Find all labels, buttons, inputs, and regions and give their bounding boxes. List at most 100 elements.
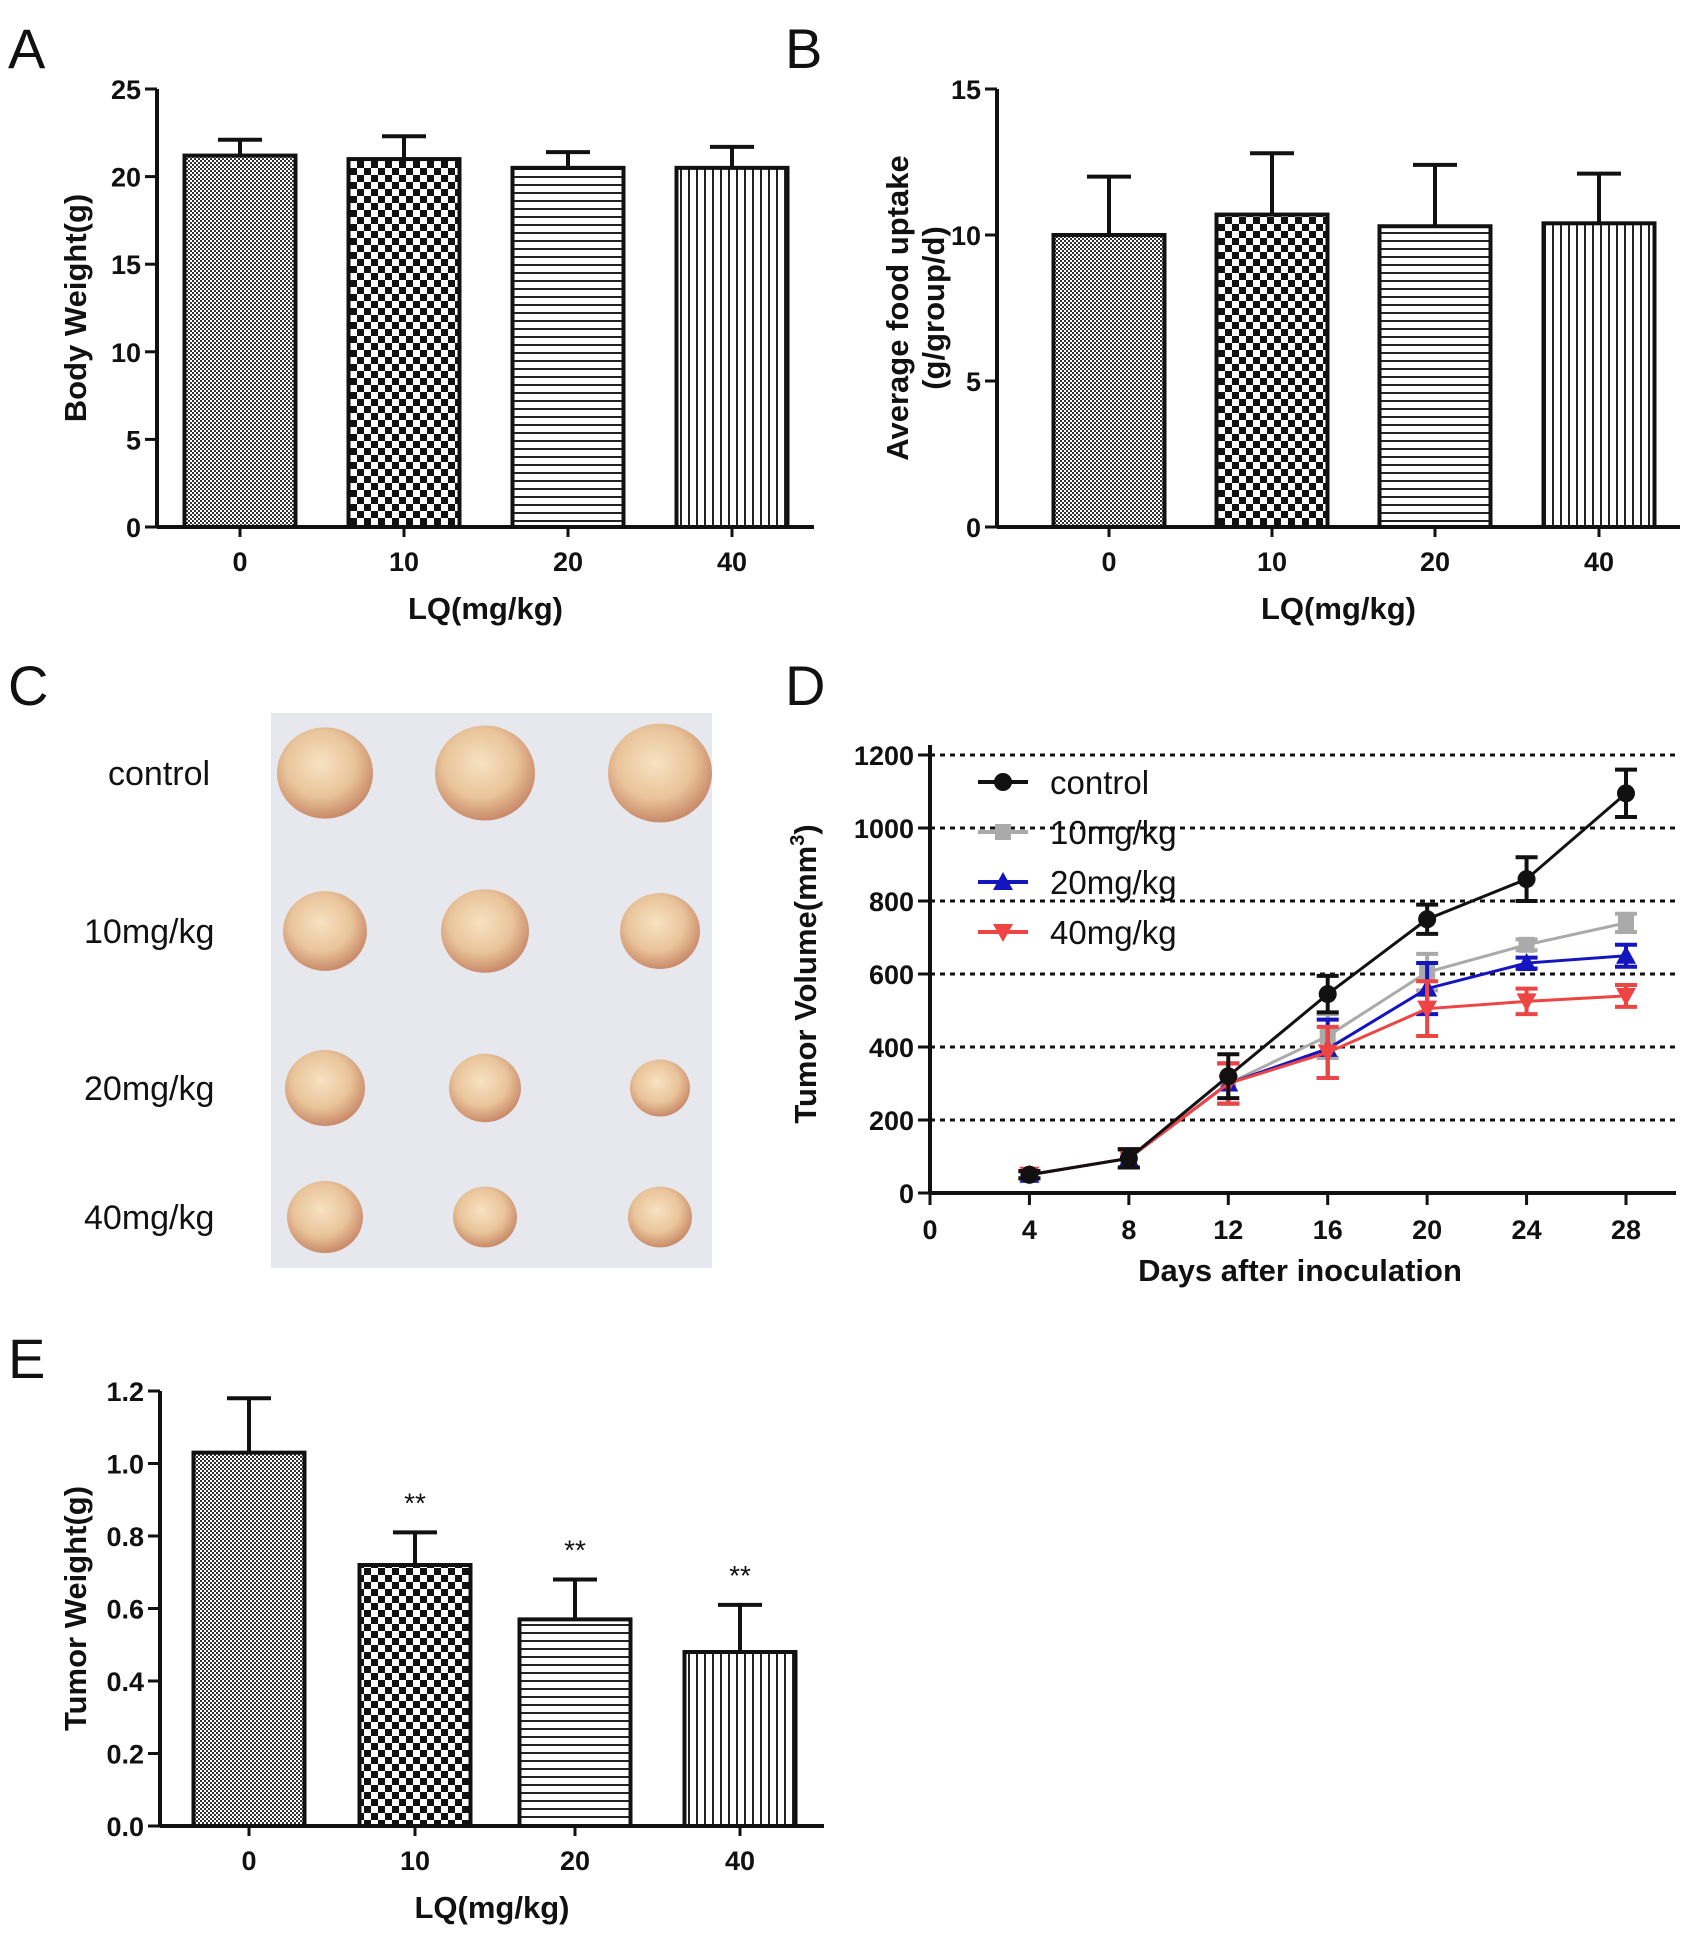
y-axis-title-end: ) (788, 824, 823, 834)
y-axis-title-line2: (g/group/d) (916, 226, 951, 390)
significance-label: ** (404, 1487, 426, 1518)
x-tick-label: 12 (1213, 1215, 1243, 1245)
y-tick-label: 200 (869, 1106, 914, 1136)
y-tick-label: 20 (111, 163, 141, 193)
x-tick-label: 40 (725, 1846, 755, 1876)
bar (510, 165, 626, 529)
tumor-photo: control 10mg/kg 20mg/kg 40mg/kg (84, 713, 712, 1268)
y-tick-label: 400 (869, 1033, 914, 1063)
bar (1051, 233, 1167, 529)
x-axis-title: Days after inoculation (1138, 1253, 1462, 1288)
tumor (277, 727, 373, 819)
panel-label-e: E (8, 1327, 45, 1390)
panel-label-d: D (785, 654, 825, 717)
significance-label: ** (564, 1535, 586, 1566)
tumor (435, 725, 535, 821)
x-tick-label: 0 (1101, 547, 1116, 577)
bar (1377, 224, 1493, 530)
y-tick-label: 15 (111, 250, 141, 280)
y-tick-label: 1000 (854, 814, 914, 844)
bar (517, 1617, 633, 1828)
tumor (285, 1050, 365, 1126)
marker-circle (1020, 1165, 1039, 1184)
legend-item: 40mg/kg (978, 914, 1177, 951)
y-tick-label: 0.4 (106, 1667, 144, 1697)
marker-triangle-up (1516, 953, 1537, 972)
legend-label: 20mg/kg (1050, 864, 1177, 901)
x-tick-label: 10 (400, 1846, 430, 1876)
legend-item: control (978, 764, 1149, 801)
y-tick-label: 1.0 (106, 1450, 144, 1480)
legend-item: 10mg/kg (978, 814, 1177, 851)
marker-triangle-up (993, 872, 1013, 890)
tumor (630, 1059, 690, 1117)
y-tick-label: 0 (966, 513, 981, 543)
marker-triangle-up (1616, 945, 1636, 964)
bar (182, 153, 298, 530)
series-control (1018, 767, 1637, 1184)
marker-circle (1617, 784, 1635, 803)
tumor (620, 893, 700, 969)
marker-triangle-down (1516, 993, 1537, 1012)
panel-label-a: A (8, 17, 46, 80)
y-tick-label: 0 (899, 1179, 914, 1209)
x-tick-label: 24 (1512, 1215, 1542, 1245)
significance-label: ** (729, 1560, 751, 1591)
row-label: control (108, 755, 210, 793)
marker-circle (1119, 1149, 1138, 1168)
bar (682, 1650, 798, 1828)
marker-circle (1517, 870, 1536, 889)
tumor (287, 1180, 363, 1254)
y-axis-title-superscript: 3 (787, 835, 809, 846)
y-axis-title-text: Tumor Volume(mm (788, 846, 823, 1124)
x-tick-label: 40 (1584, 547, 1614, 577)
tumor (283, 891, 367, 971)
y-tick-label: 25 (111, 75, 141, 105)
y-tick-label: 0.2 (106, 1740, 144, 1770)
marker-square (995, 824, 1011, 840)
legend-label: 10mg/kg (1050, 814, 1177, 851)
bar (1541, 221, 1657, 529)
y-tick-label: 10 (111, 338, 141, 368)
x-tick-label: 10 (1257, 547, 1287, 577)
tumor (453, 1186, 517, 1248)
y-tick-label: 800 (869, 887, 914, 917)
x-tick-label: 4 (1022, 1215, 1037, 1245)
y-tick-label: 10 (951, 221, 981, 251)
marker-square (1518, 936, 1535, 953)
tumor (628, 1186, 692, 1248)
x-tick-label: 8 (1121, 1215, 1136, 1245)
x-tick-label: 40 (717, 547, 747, 577)
x-axis-title: LQ(mg/kg) (1261, 591, 1416, 626)
bar (346, 157, 462, 530)
y-tick-label: 5 (966, 367, 981, 397)
bar (1214, 212, 1330, 529)
x-axis-title: LQ(mg/kg) (408, 591, 563, 626)
y-tick-label: 600 (869, 960, 914, 990)
marker-triangle-down (1417, 1000, 1438, 1019)
y-tick-label: 0.0 (106, 1812, 144, 1842)
y-tick-label: 15 (951, 75, 981, 105)
bar (357, 1563, 473, 1828)
tumor (441, 889, 529, 973)
x-tick-label: 16 (1313, 1215, 1343, 1245)
y-tick-label: 0.8 (106, 1522, 144, 1552)
y-axis-title: Tumor Volume(mm3) (787, 824, 823, 1123)
bar (191, 1450, 307, 1828)
y-tick-label: 1.2 (106, 1377, 144, 1407)
x-axis-title: LQ(mg/kg) (415, 1890, 570, 1925)
marker-triangle-down (1317, 1044, 1338, 1063)
bar (674, 165, 790, 529)
legend-item: 20mg/kg (978, 864, 1177, 901)
marker-circle (1418, 910, 1437, 929)
marker-square (1618, 914, 1634, 931)
panel-label-c: C (8, 654, 48, 717)
x-tick-label: 20 (1412, 1215, 1442, 1245)
y-tick-label: 5 (126, 425, 141, 455)
marker-circle (1318, 985, 1337, 1004)
x-tick-label: 20 (560, 1846, 590, 1876)
y-tick-label: 0.6 (106, 1595, 144, 1625)
legend-label: control (1050, 764, 1149, 801)
x-tick-label: 0 (232, 547, 247, 577)
row-label: 20mg/kg (84, 1070, 214, 1108)
